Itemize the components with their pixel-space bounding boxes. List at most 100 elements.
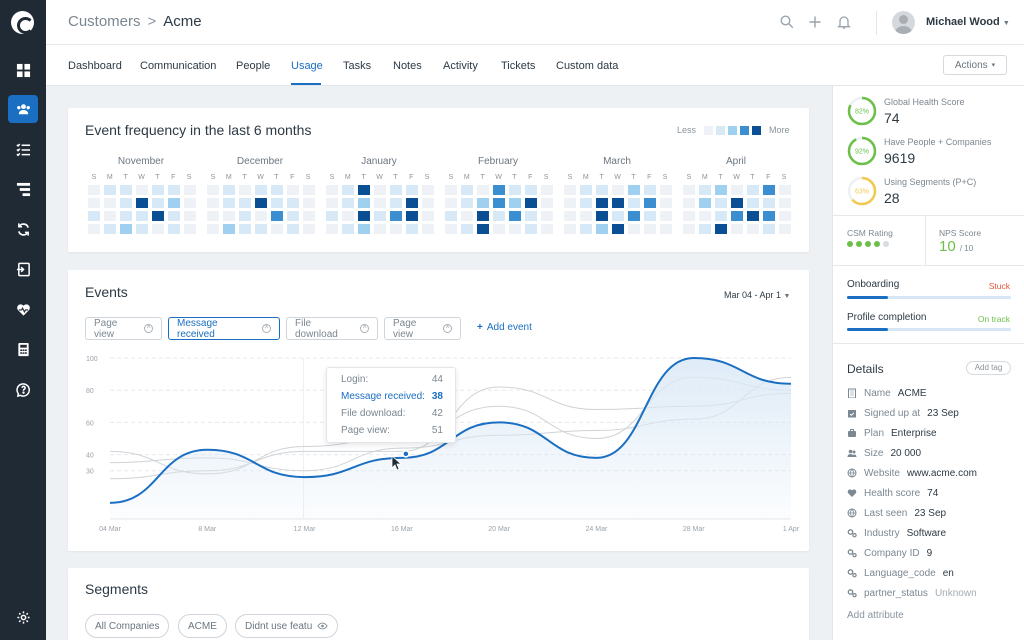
tab-communication[interactable]: Communication [140,60,217,72]
day-cell[interactable] [239,211,251,221]
day-cell[interactable] [207,185,219,195]
day-cell[interactable] [541,185,553,195]
day-cell[interactable] [445,224,457,234]
day-cell[interactable] [715,211,727,221]
day-cell[interactable] [580,224,592,234]
day-cell[interactable] [477,211,489,221]
remove-icon[interactable] [360,322,369,333]
day-cell[interactable] [422,185,434,195]
remove-icon[interactable] [443,322,452,333]
day-cell[interactable] [509,198,521,208]
day-cell[interactable] [660,198,672,208]
day-cell[interactable] [747,198,759,208]
avatar[interactable] [892,11,915,34]
day-cell[interactable] [596,185,608,195]
day-cell[interactable] [120,224,132,234]
day-cell[interactable] [303,198,315,208]
day-cell[interactable] [184,224,196,234]
day-cell[interactable] [120,198,132,208]
day-cell[interactable] [374,185,386,195]
search-icon[interactable] [779,14,795,30]
day-cell[interactable] [660,211,672,221]
day-cell[interactable] [779,198,791,208]
day-cell[interactable] [287,224,299,234]
day-cell[interactable] [461,198,473,208]
day-cell[interactable] [699,224,711,234]
day-cell[interactable] [525,211,537,221]
day-cell[interactable] [152,224,164,234]
day-cell[interactable] [493,211,505,221]
day-cell[interactable] [731,211,743,221]
day-cell[interactable] [422,211,434,221]
day-cell[interactable] [683,224,695,234]
day-cell[interactable] [477,224,489,234]
day-cell[interactable] [326,185,338,195]
date-range-picker[interactable]: Mar 04 - Apr 1 ▼ [724,290,790,300]
tasks-nav-icon[interactable] [8,135,38,163]
day-cell[interactable] [541,224,553,234]
day-cell[interactable] [461,224,473,234]
day-cell[interactable] [255,198,267,208]
day-cell[interactable] [406,224,418,234]
day-cell[interactable] [660,224,672,234]
day-cell[interactable] [358,224,370,234]
day-cell[interactable] [271,185,283,195]
day-cell[interactable] [660,185,672,195]
day-cell[interactable] [422,198,434,208]
day-cell[interactable] [104,185,116,195]
day-cell[interactable] [88,211,100,221]
day-cell[interactable] [88,185,100,195]
day-cell[interactable] [207,211,219,221]
health-nav-icon[interactable] [8,295,38,323]
day-cell[interactable] [104,224,116,234]
tab-people[interactable]: People [236,60,271,72]
day-cell[interactable] [731,198,743,208]
day-cell[interactable] [358,198,370,208]
day-cell[interactable] [184,185,196,195]
day-cell[interactable] [374,211,386,221]
filter-chip-message-received[interactable]: Message received [168,317,280,340]
day-cell[interactable] [628,198,640,208]
day-cell[interactable] [303,185,315,195]
day-cell[interactable] [644,185,656,195]
day-cell[interactable] [731,185,743,195]
eye-icon[interactable] [317,622,328,630]
day-cell[interactable] [644,198,656,208]
day-cell[interactable] [477,198,489,208]
day-cell[interactable] [612,211,624,221]
day-cell[interactable] [223,198,235,208]
day-cell[interactable] [223,224,235,234]
day-cell[interactable] [477,185,489,195]
calculator-nav-icon[interactable] [8,335,38,363]
segment-chip[interactable]: ACME [178,614,227,638]
day-cell[interactable] [326,224,338,234]
tab-custom-data[interactable]: Custom data [556,60,619,72]
day-cell[interactable] [580,198,592,208]
day-cell[interactable] [104,198,116,208]
day-cell[interactable] [239,185,251,195]
sync-nav-icon[interactable] [8,215,38,243]
day-cell[interactable] [493,198,505,208]
add-event-button[interactable]: + Add event [477,322,532,333]
day-cell[interactable] [207,224,219,234]
day-cell[interactable] [747,185,759,195]
day-cell[interactable] [699,211,711,221]
day-cell[interactable] [564,211,576,221]
day-cell[interactable] [342,185,354,195]
day-cell[interactable] [136,198,148,208]
day-cell[interactable] [628,185,640,195]
day-cell[interactable] [326,198,338,208]
day-cell[interactable] [763,198,775,208]
add-attribute-link[interactable]: Add attribute [847,610,904,621]
day-cell[interactable] [374,198,386,208]
remove-icon[interactable] [144,322,153,333]
day-cell[interactable] [541,211,553,221]
day-cell[interactable] [612,198,624,208]
filter-chip-page-view[interactable]: Page view [85,317,162,340]
hierarchy-nav-icon[interactable] [8,175,38,203]
day-cell[interactable] [628,224,640,234]
day-cell[interactable] [509,211,521,221]
day-cell[interactable] [120,185,132,195]
day-cell[interactable] [747,224,759,234]
day-cell[interactable] [271,224,283,234]
